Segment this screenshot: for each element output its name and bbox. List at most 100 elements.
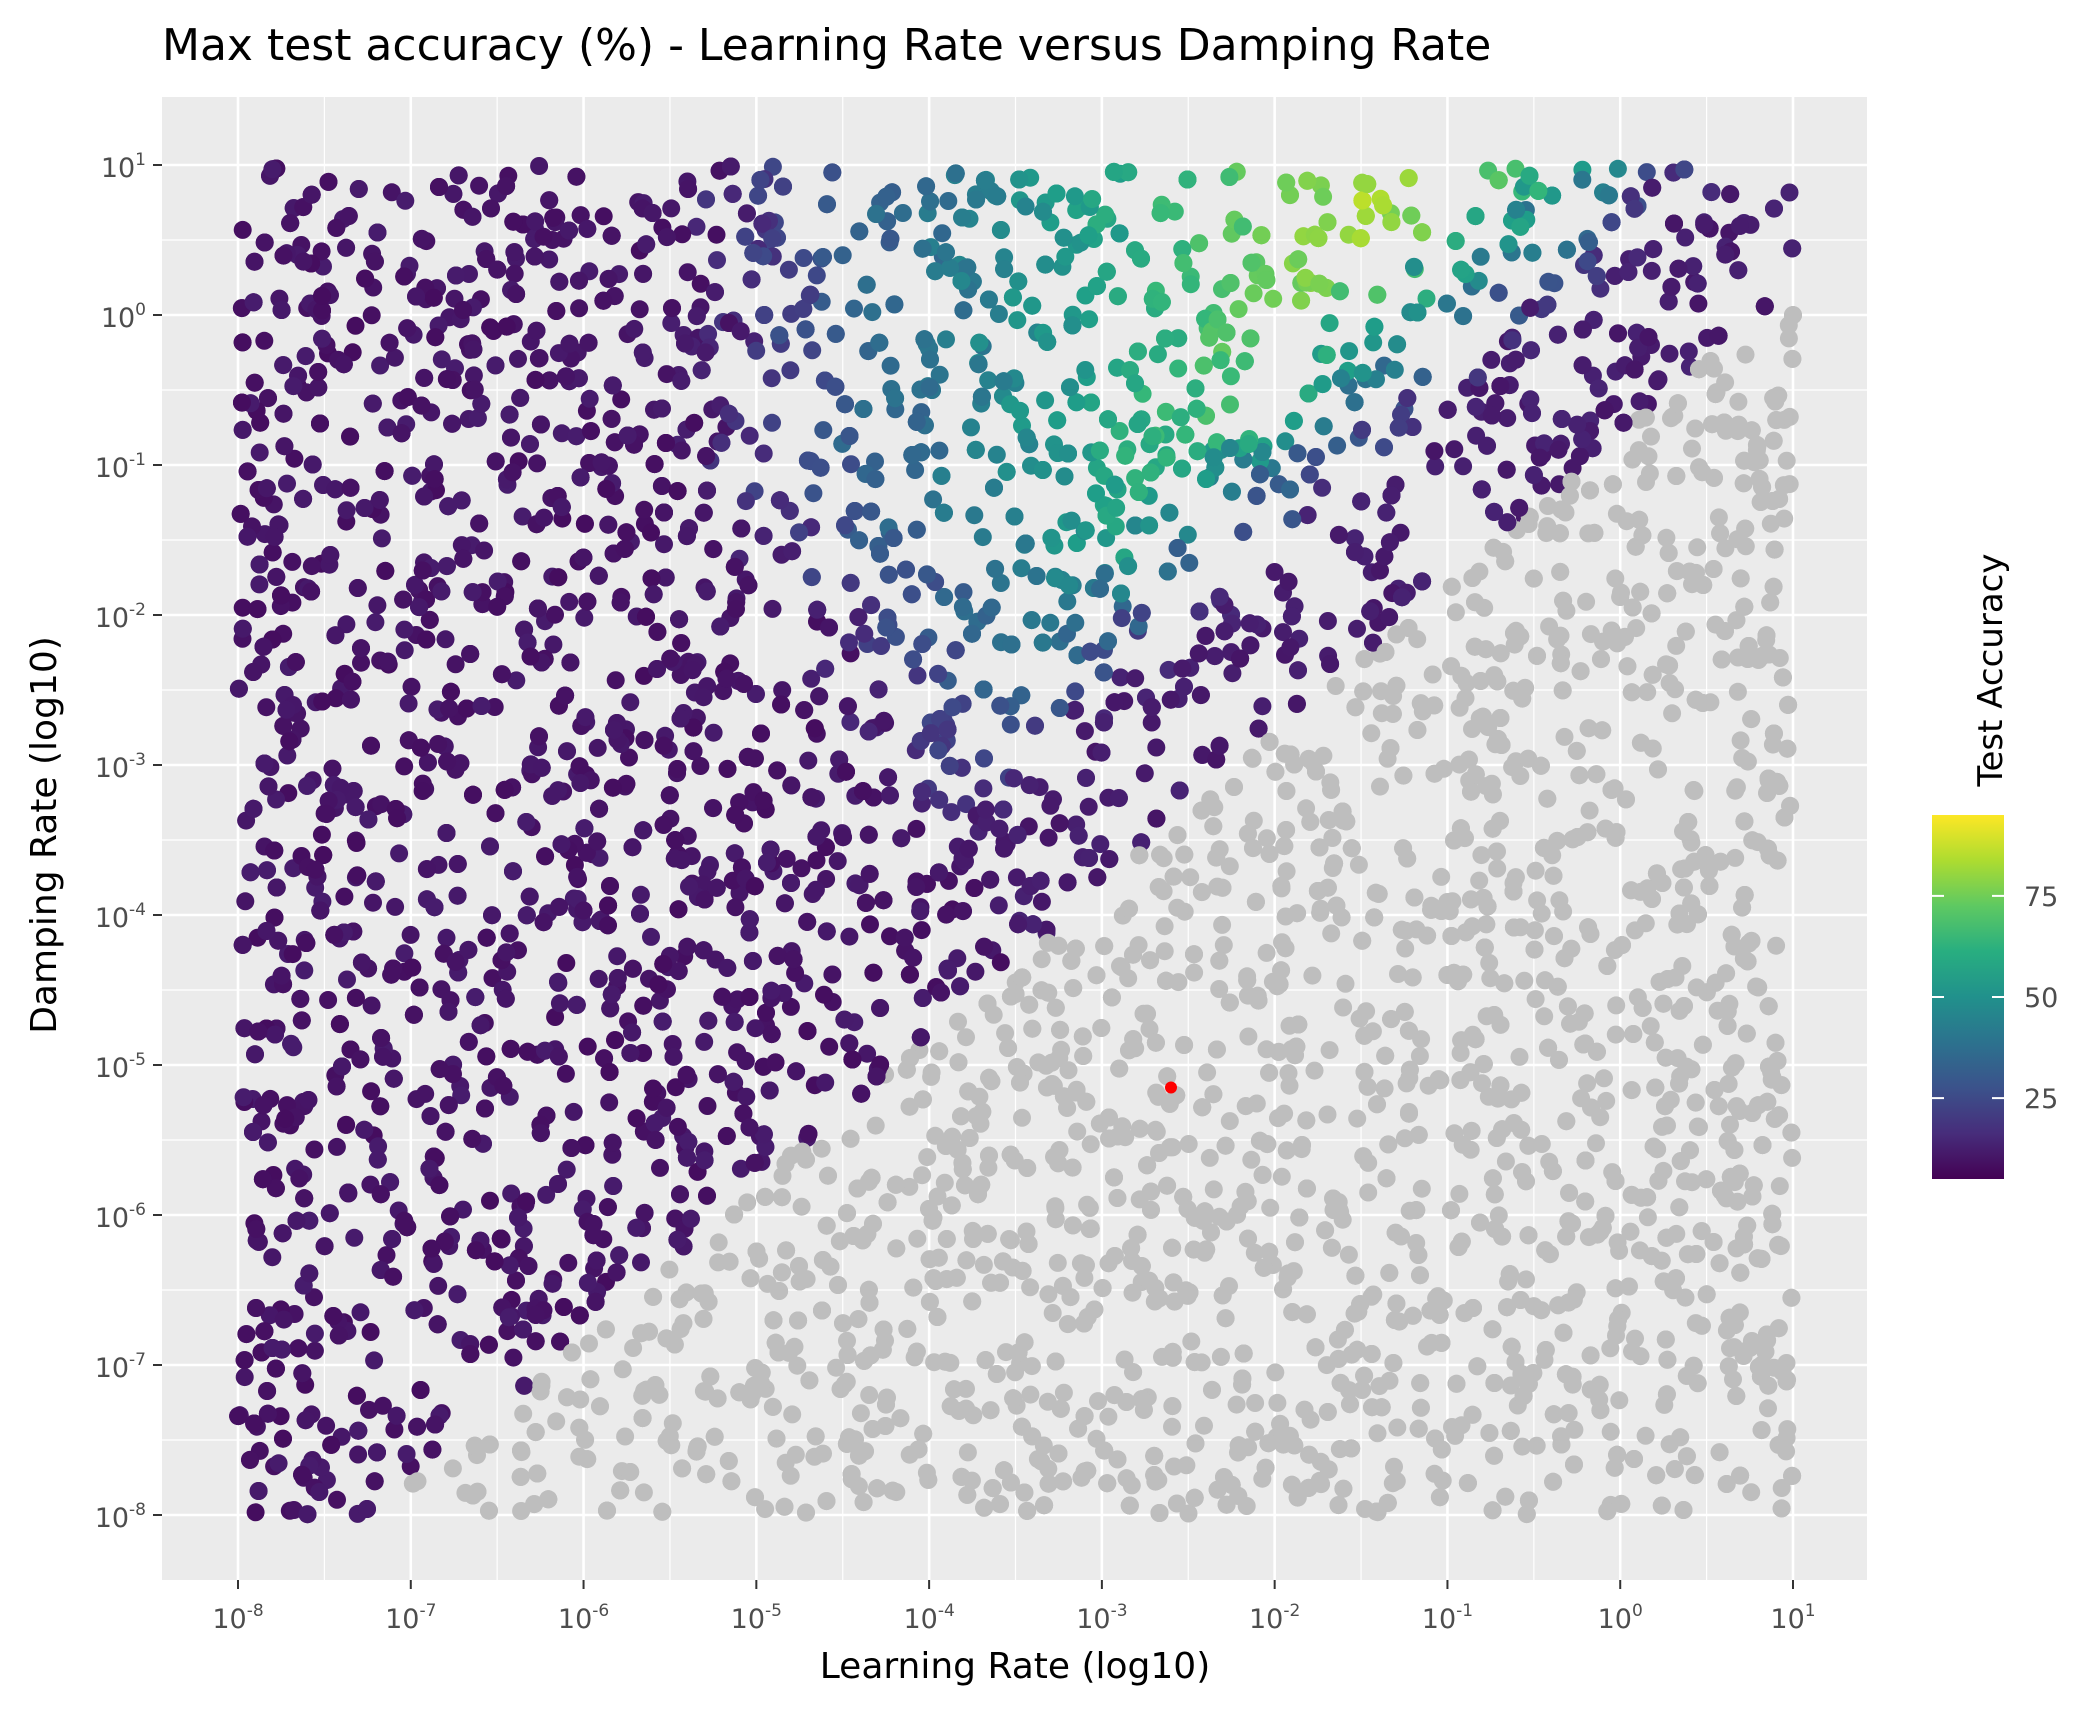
data-point <box>893 204 912 222</box>
data-point <box>1110 422 1129 440</box>
data-point <box>299 1091 318 1109</box>
data-point <box>1728 682 1747 701</box>
data-point <box>1297 799 1316 818</box>
data-point <box>823 965 842 984</box>
data-point <box>1654 994 1673 1013</box>
data-point <box>1100 850 1119 869</box>
data-point <box>1223 664 1242 683</box>
data-point <box>530 157 549 175</box>
data-point <box>1535 434 1554 453</box>
data-point <box>654 815 673 834</box>
data-point <box>1276 432 1295 451</box>
data-point <box>1559 1404 1578 1423</box>
data-point <box>1385 1457 1403 1476</box>
data-point <box>514 1320 533 1339</box>
data-point <box>1362 724 1381 743</box>
data-point <box>1158 1176 1177 1195</box>
data-point <box>1178 525 1197 544</box>
data-point <box>842 455 860 474</box>
data-point <box>1245 1243 1264 1262</box>
data-point <box>1165 1457 1183 1476</box>
data-point <box>1472 846 1491 865</box>
data-point <box>502 1184 521 1203</box>
data-point <box>814 1444 832 1463</box>
data-point <box>1727 1387 1746 1405</box>
data-point <box>322 1435 341 1454</box>
data-point <box>429 735 448 753</box>
data-point <box>390 844 409 863</box>
data-point <box>1276 939 1295 958</box>
data-point <box>521 435 539 454</box>
data-point <box>1083 190 1102 209</box>
data-point <box>1111 668 1130 687</box>
data-point <box>1445 440 1464 459</box>
data-point <box>418 753 437 772</box>
data-point <box>1341 1395 1359 1414</box>
data-point <box>1295 1400 1314 1419</box>
data-point <box>443 414 462 433</box>
data-point <box>850 1446 868 1465</box>
data-point <box>997 1343 1015 1362</box>
data-point <box>1423 665 1442 684</box>
data-point <box>305 1288 323 1307</box>
data-point <box>559 1253 578 1272</box>
data-point <box>913 1166 932 1185</box>
data-point <box>1142 713 1161 732</box>
data-point <box>1054 1472 1073 1491</box>
data-point <box>483 969 502 988</box>
data-point <box>1110 1059 1129 1078</box>
data-point <box>1496 1487 1515 1506</box>
data-point <box>957 1251 976 1270</box>
data-point <box>1525 921 1544 940</box>
data-point <box>1638 1208 1657 1227</box>
data-point <box>1402 206 1421 225</box>
data-point <box>1370 1377 1389 1396</box>
data-point <box>1091 835 1110 854</box>
data-point <box>1020 995 1039 1014</box>
data-point <box>1526 990 1545 1009</box>
data-point <box>861 915 879 934</box>
data-point <box>337 615 356 634</box>
data-point <box>942 1196 961 1215</box>
data-point <box>617 774 636 793</box>
data-point <box>509 349 527 368</box>
data-point <box>1354 682 1373 701</box>
data-point <box>823 163 842 182</box>
data-point <box>507 671 526 690</box>
data-point <box>747 1242 766 1261</box>
data-point <box>1759 1399 1777 1418</box>
data-point <box>871 999 890 1017</box>
data-point <box>368 596 387 615</box>
data-point <box>1782 1288 1801 1307</box>
data-point <box>945 1380 963 1399</box>
data-point <box>498 1322 517 1341</box>
data-point <box>1339 1245 1358 1264</box>
data-point <box>1576 1192 1595 1211</box>
data-point <box>578 592 597 611</box>
data-point <box>1013 1108 1031 1127</box>
data-point <box>914 1424 933 1443</box>
data-point <box>260 1306 279 1325</box>
data-point <box>557 954 576 972</box>
data-point <box>1036 391 1055 410</box>
data-point <box>898 1319 917 1338</box>
data-point <box>701 1367 720 1386</box>
data-point <box>1380 1263 1399 1282</box>
data-point <box>238 527 257 546</box>
data-point <box>1674 878 1693 897</box>
data-point <box>1259 1434 1278 1453</box>
data-point <box>1334 1479 1353 1498</box>
data-point <box>1483 1169 1502 1188</box>
data-point <box>1065 187 1084 206</box>
data-point <box>834 828 852 847</box>
data-point <box>1264 289 1283 308</box>
data-point <box>1227 1395 1246 1414</box>
data-point <box>395 944 414 963</box>
data-point <box>235 1351 254 1370</box>
data-point <box>653 1502 672 1521</box>
data-point <box>241 863 260 882</box>
data-point <box>1606 569 1625 588</box>
data-point <box>1468 1357 1487 1376</box>
data-point <box>981 1401 1000 1420</box>
data-point <box>807 851 826 870</box>
